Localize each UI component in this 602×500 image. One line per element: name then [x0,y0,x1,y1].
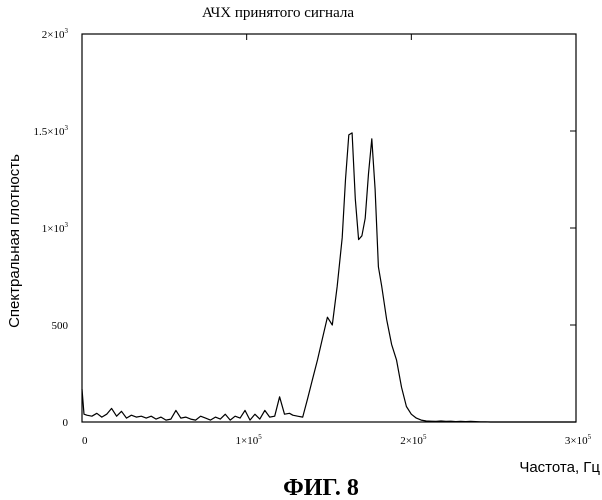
plot-frame [82,34,576,422]
y-axis-label: Спектральная плотность [6,154,23,328]
y-tick-label: 2×103 [42,27,69,41]
x-tick-label: 0 [82,435,88,447]
spectrum-line [82,133,576,422]
x-tick-label: 3×105 [565,433,592,447]
y-tick-label: 0 [63,417,69,429]
y-tick-label: 1.5×103 [34,124,69,138]
x-tick-label: 1×105 [236,433,263,447]
x-axis-ticks: 0 1×105 2×105 3×105 [82,34,592,447]
y-axis-ticks: 0 500 1×103 1.5×103 2×103 [34,27,576,429]
x-tick-label: 2×105 [400,433,427,447]
figure-caption: ФИГ. 8 [283,475,359,500]
chart-title: АЧХ принятого сигнала [202,5,354,21]
y-tick-label: 1×103 [42,221,69,235]
x-axis-label: Частота, Гц [519,459,600,476]
y-tick-label: 500 [52,320,69,332]
